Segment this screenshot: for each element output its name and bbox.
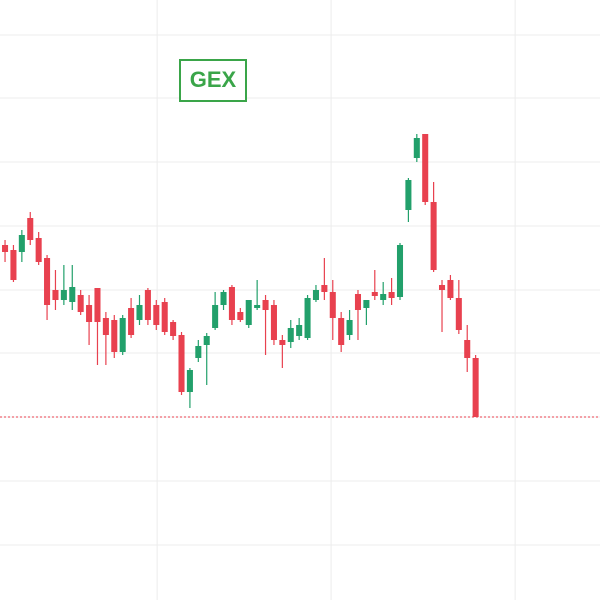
candle-body [430, 202, 437, 270]
candle-body [220, 292, 227, 305]
candle-body [296, 325, 303, 336]
candle-body [228, 287, 235, 320]
candle-body [77, 295, 84, 312]
candle-body [27, 218, 34, 240]
title-box [179, 59, 247, 102]
candle-body [287, 328, 294, 342]
candle-body [380, 294, 387, 300]
candle-body [405, 180, 412, 210]
candle-body [312, 290, 319, 300]
candle-body [262, 300, 269, 310]
candle-body [136, 305, 143, 320]
candle-body [69, 287, 76, 302]
candle-body [363, 300, 370, 308]
candle-body [455, 298, 462, 330]
candle-body [195, 346, 202, 358]
candle-body [279, 340, 286, 345]
candle-body [52, 290, 59, 300]
candle-body [321, 285, 328, 292]
candle-body [44, 258, 51, 305]
candle-body [464, 340, 471, 358]
candle-body [237, 312, 244, 320]
candle-body [35, 238, 42, 262]
candle-body [329, 292, 336, 318]
candle-body [203, 336, 210, 345]
candle-body [94, 288, 101, 322]
candle-body [2, 245, 9, 252]
candle-body [102, 318, 109, 335]
candle-body [212, 305, 219, 328]
candle-body [396, 245, 404, 297]
candle-body [371, 292, 378, 296]
candle-body [144, 290, 151, 320]
candle-body [153, 305, 160, 325]
candle-body [178, 335, 185, 392]
candle-body [447, 280, 454, 298]
candle-body [86, 305, 93, 322]
candle-body [413, 138, 420, 158]
candle-body [186, 370, 193, 392]
candle-body [245, 300, 252, 325]
candle-body [346, 320, 353, 335]
candle-body [10, 250, 17, 280]
candle-body [60, 290, 67, 300]
candle-body [254, 305, 261, 308]
candle-body [422, 134, 429, 202]
candle-body [111, 320, 118, 352]
candle-body [304, 298, 311, 338]
candle-body [388, 292, 395, 298]
candle-body [119, 318, 126, 352]
candle-body [161, 302, 168, 332]
candle-body [472, 358, 479, 417]
candle-body [128, 308, 135, 335]
candle-body [270, 305, 277, 340]
candle-body [338, 318, 345, 345]
candle-body [354, 294, 362, 310]
candle-body [18, 235, 25, 252]
candle-body [170, 322, 177, 336]
candle-body [438, 285, 446, 290]
chart-title: GEX [190, 67, 237, 92]
